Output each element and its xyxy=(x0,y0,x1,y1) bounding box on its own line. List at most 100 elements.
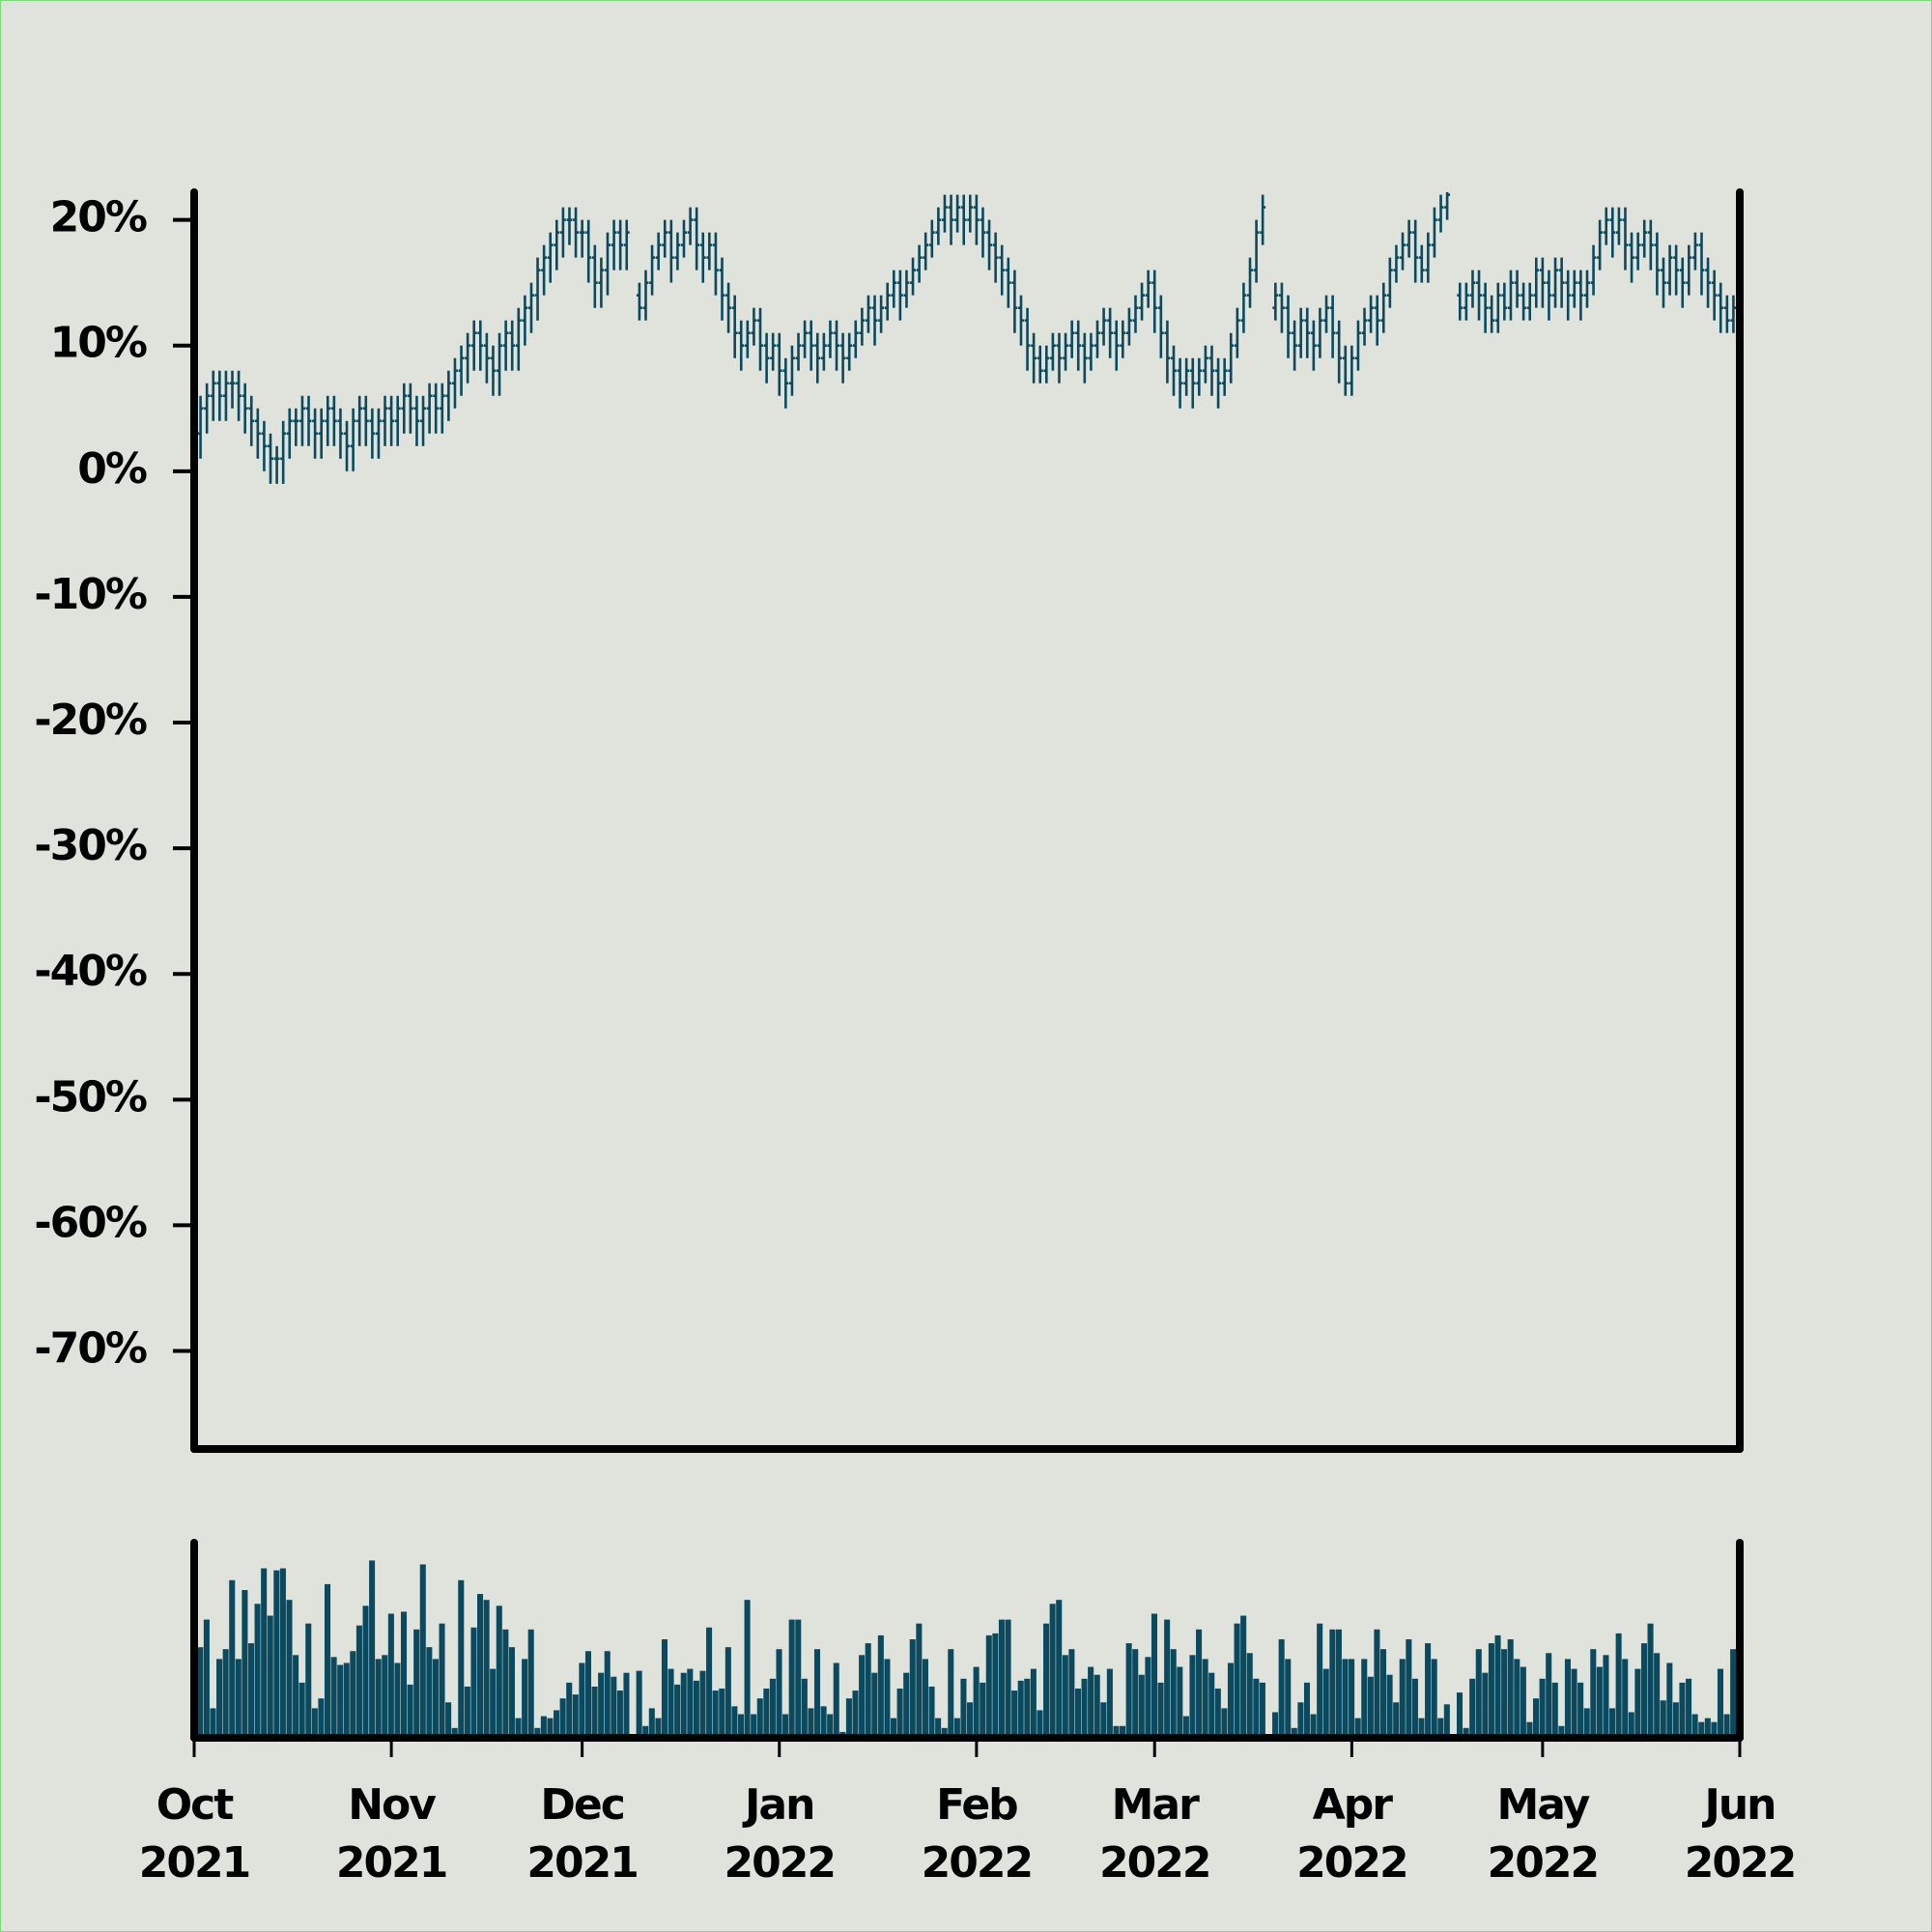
volume-bar xyxy=(1120,1725,1126,1738)
volume-bar xyxy=(1571,1668,1577,1738)
volume-bar xyxy=(1221,1708,1228,1738)
volume-bar xyxy=(998,1619,1005,1738)
volume-bar xyxy=(362,1605,369,1738)
volume-bar xyxy=(572,1694,579,1738)
volume-bar xyxy=(712,1690,719,1738)
volume-bar xyxy=(706,1627,713,1738)
volume-bar xyxy=(960,1678,967,1738)
volume-bar xyxy=(661,1639,668,1738)
volume-bar xyxy=(445,1702,452,1738)
volume-bar xyxy=(1234,1623,1240,1738)
volume-bar xyxy=(1310,1714,1317,1738)
volume-bar xyxy=(916,1623,923,1738)
volume-bar xyxy=(833,1662,839,1738)
volume-bar xyxy=(1049,1604,1056,1738)
volume-bar xyxy=(1367,1676,1374,1738)
volume-bar xyxy=(1227,1662,1235,1738)
volume-bar xyxy=(973,1666,980,1738)
volume-bar xyxy=(655,1718,662,1738)
volume-bar xyxy=(496,1605,502,1738)
x-tick-label: Feb 2022 xyxy=(921,1780,1034,1888)
volume-bar xyxy=(559,1698,566,1738)
volume-bar xyxy=(1494,1634,1501,1738)
volume-bar xyxy=(540,1716,547,1738)
volume-bar xyxy=(1100,1702,1107,1738)
volume-bar xyxy=(820,1706,827,1738)
x-tick-label: Dec 2021 xyxy=(526,1780,639,1888)
volume-bar xyxy=(419,1564,426,1738)
volume-bar xyxy=(1647,1623,1654,1738)
volume-bar xyxy=(1730,1649,1737,1738)
volume-bar xyxy=(1615,1633,1622,1738)
volume-bar xyxy=(953,1718,960,1738)
volume-bar xyxy=(451,1727,458,1738)
volume-bar xyxy=(604,1651,611,1738)
volume-bar xyxy=(1329,1629,1336,1738)
volume-bar xyxy=(699,1670,706,1738)
volume-bar xyxy=(693,1680,699,1738)
volume-bar xyxy=(1043,1623,1050,1738)
volume-bar xyxy=(1558,1725,1565,1738)
volume-bar xyxy=(808,1708,814,1738)
volume-bar xyxy=(1686,1678,1692,1738)
volume-bar xyxy=(330,1657,337,1738)
x-tick-label: Oct 2021 xyxy=(138,1780,251,1888)
volume-bar xyxy=(1539,1678,1546,1738)
volume-bar xyxy=(522,1659,528,1738)
volume-bar xyxy=(273,1570,280,1738)
volume-bar xyxy=(1596,1666,1603,1738)
volume-bar xyxy=(305,1623,312,1738)
volume-bar xyxy=(534,1727,541,1738)
volume-bar xyxy=(948,1649,954,1738)
volume-bar xyxy=(1342,1659,1349,1738)
volume-bar xyxy=(197,1647,204,1738)
volume-bar xyxy=(1488,1643,1494,1738)
volume-bar xyxy=(985,1634,992,1738)
volume-bar xyxy=(616,1690,623,1738)
volume-bar xyxy=(1291,1727,1297,1738)
y-tick-label: -10% xyxy=(34,570,146,619)
y-tick-label: -60% xyxy=(34,1198,146,1247)
volume-bar xyxy=(724,1647,731,1738)
x-tick-label: Jun 2022 xyxy=(1684,1780,1797,1888)
volume-bar xyxy=(1317,1623,1323,1738)
volume-bar xyxy=(1672,1702,1679,1738)
volume-bar xyxy=(1443,1704,1450,1738)
volume-bar xyxy=(1182,1716,1189,1738)
volume-bar xyxy=(298,1682,305,1738)
volume-bar xyxy=(1520,1666,1526,1738)
volume-bar xyxy=(267,1615,273,1738)
volume-bar xyxy=(1202,1659,1208,1738)
volume-bar xyxy=(1106,1668,1113,1738)
volume-bar xyxy=(903,1672,910,1738)
volume-bar xyxy=(1475,1649,1482,1738)
volume-bar xyxy=(648,1708,655,1738)
volume-bar xyxy=(547,1718,554,1738)
volume-bar xyxy=(1030,1668,1037,1738)
volume-bar xyxy=(203,1619,210,1738)
volume-bar xyxy=(1634,1668,1641,1738)
volume-bar xyxy=(1361,1659,1368,1738)
volume-bar xyxy=(1024,1678,1031,1738)
volume-bar xyxy=(859,1655,866,1738)
volume-bar xyxy=(311,1708,318,1738)
volume-bar xyxy=(483,1600,490,1738)
volume-bar xyxy=(719,1689,725,1738)
volume-bar xyxy=(865,1643,871,1738)
volume-bar xyxy=(1711,1721,1718,1738)
volume-bar xyxy=(407,1684,413,1738)
volume-bar xyxy=(1354,1718,1361,1738)
volume-bar xyxy=(1679,1682,1686,1738)
volume-bar xyxy=(1196,1629,1203,1738)
volume-bar xyxy=(827,1714,834,1738)
volume-bar xyxy=(591,1686,598,1738)
volume-bar xyxy=(464,1686,470,1738)
volume-bar xyxy=(1379,1649,1387,1738)
volume-bar xyxy=(1666,1662,1673,1738)
volume-bar xyxy=(584,1651,591,1738)
volume-bar xyxy=(1399,1659,1406,1738)
volume-bar xyxy=(852,1690,859,1738)
volume-bar xyxy=(1418,1718,1425,1738)
volume-bar xyxy=(1246,1653,1253,1738)
